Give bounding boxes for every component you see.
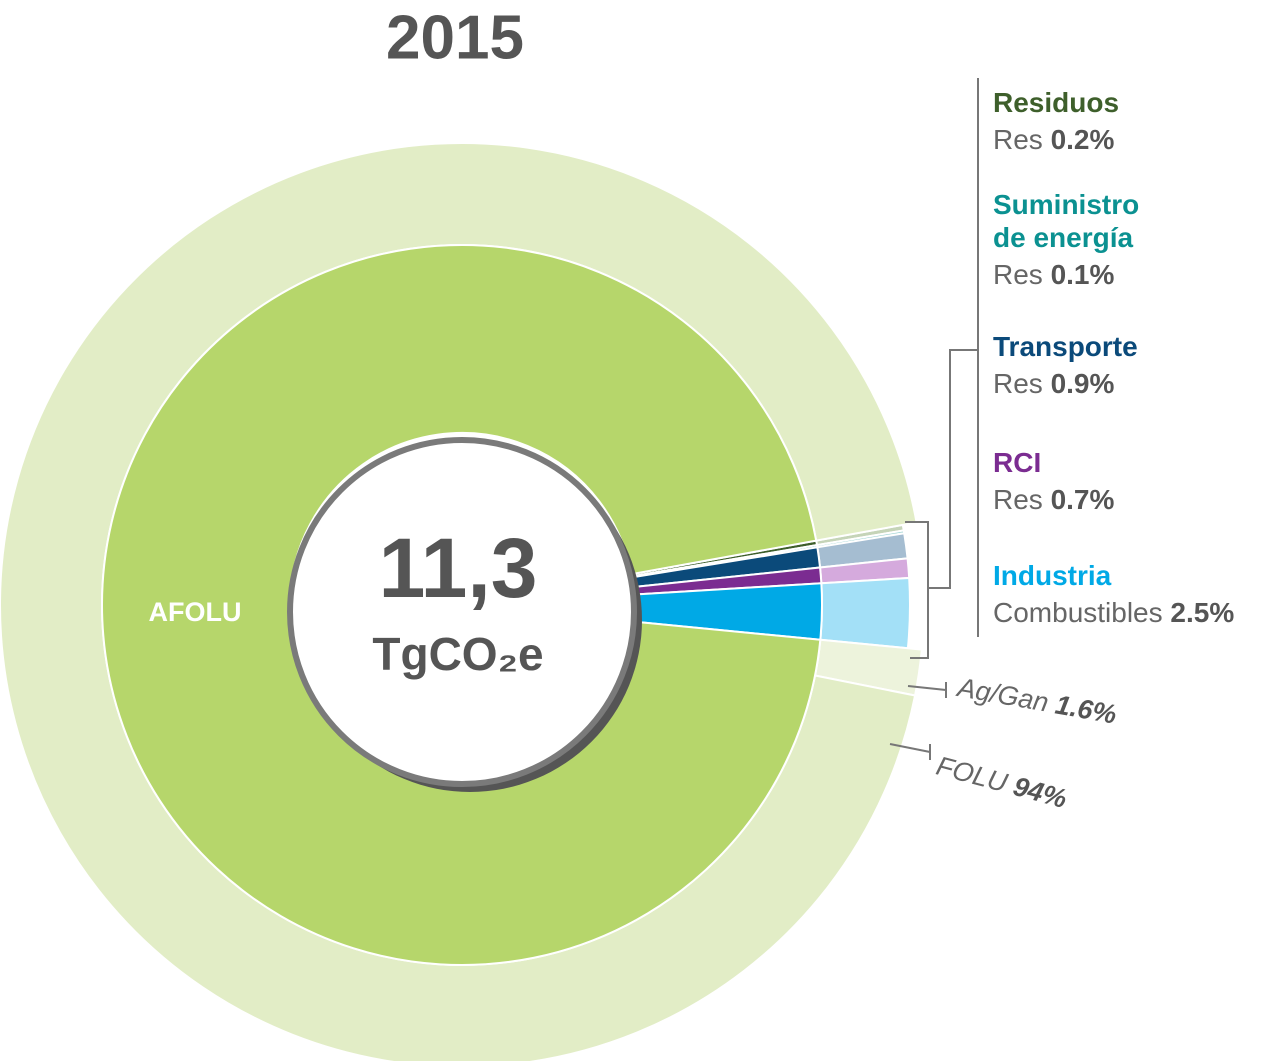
segment-label: Res 0.9%: [993, 367, 1263, 400]
segment-label: Res 0.2%: [993, 123, 1263, 156]
sector-legend: Transporte Res 0.9%: [993, 330, 1263, 400]
bracket: [905, 78, 979, 659]
chart-title: 2015: [386, 3, 524, 72]
segment-label: Res 0.7%: [993, 483, 1263, 516]
segment-value: 0.7%: [1050, 484, 1115, 515]
segment-name: Combustibles: [993, 597, 1163, 628]
sector-legend: Suministro de energía Res 0.1%: [993, 188, 1263, 291]
segment-name: Res: [993, 368, 1043, 399]
segment-value: 0.2%: [1050, 124, 1115, 155]
center-circle: [287, 437, 637, 787]
segment-name: Res: [993, 124, 1043, 155]
sector-name: Industria: [993, 560, 1112, 591]
rings: AFOLU: [0, 142, 923, 1061]
segment-label: Res 0.1%: [993, 258, 1263, 291]
segment-name: Res: [993, 484, 1043, 515]
sector-name: Transporte: [993, 331, 1138, 362]
sector-legend: Residuos Res 0.2%: [993, 86, 1263, 156]
segment-label: Combustibles 2.5%: [993, 596, 1263, 629]
center-unit: TgCO₂e: [372, 628, 543, 680]
center-value: 11,3: [379, 521, 538, 615]
segment-value: 2.5%: [1170, 597, 1235, 628]
segment-value: 0.1%: [1050, 259, 1115, 290]
outer-segment: [819, 576, 911, 650]
sector-name: Residuos: [993, 87, 1120, 118]
sector-legend: RCI Res 0.7%: [993, 446, 1263, 516]
segment-value: 0.9%: [1050, 368, 1115, 399]
sector-name: Suministro de energía: [993, 189, 1140, 253]
leader: [889, 682, 947, 760]
sector-label: AFOLU: [149, 597, 242, 627]
segment-name: Res: [993, 259, 1043, 290]
sector-name: RCI: [993, 447, 1042, 478]
sector-legend: Industria Combustibles 2.5%: [993, 559, 1263, 629]
